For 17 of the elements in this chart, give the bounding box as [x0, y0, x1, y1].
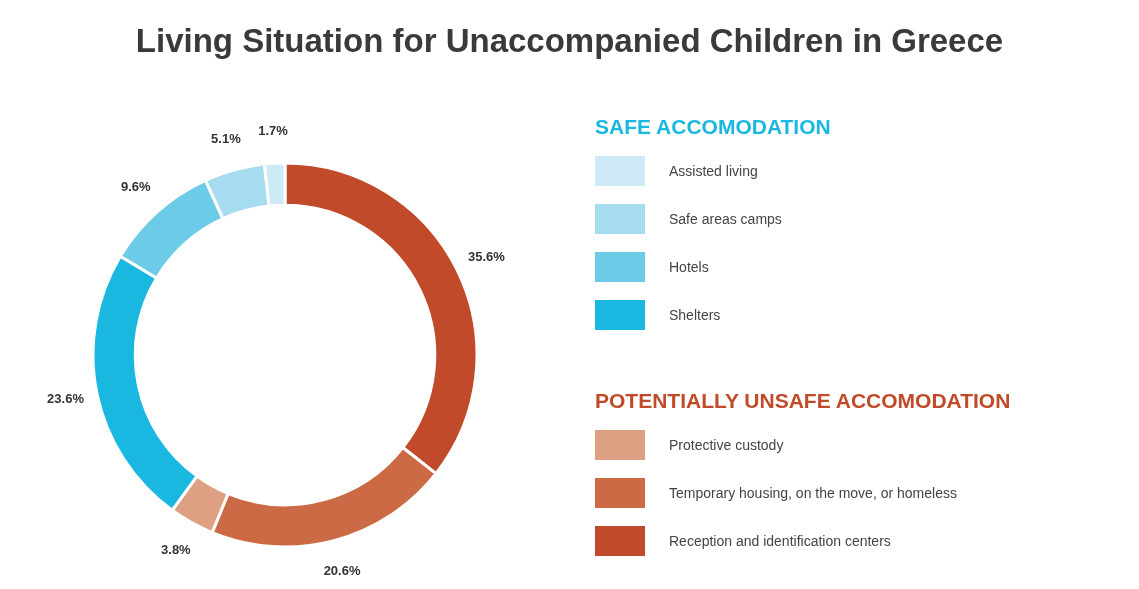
data-label: 9.6% — [120, 179, 152, 195]
legend-label: Safe areas camps — [669, 211, 782, 227]
legend-label: Shelters — [669, 307, 721, 323]
text: SAFE ACCOMODATION — [595, 115, 832, 139]
legend-label: Temporary housing, on the move, or homeless — [669, 485, 957, 501]
data-label: 1.7% — [258, 122, 289, 138]
data-label: 35.6% — [468, 248, 506, 264]
data-label: 20.6% — [323, 563, 361, 579]
legend-label: Assisted living — [669, 163, 758, 179]
legend-label: Reception and identification centers — [669, 533, 891, 549]
text: POTENTIALLY UNSAFE ACCOMODATION — [595, 389, 1012, 413]
data-label: 3.8% — [161, 542, 192, 558]
legend-label: Hotels — [669, 259, 709, 275]
data-label: 5.1% — [211, 130, 242, 146]
legend-label: Protective custody — [669, 437, 784, 453]
data-label: 23.6% — [47, 391, 85, 407]
chart-title: Living Situation for Unaccompanied Children in Greece — [134, 22, 1005, 60]
